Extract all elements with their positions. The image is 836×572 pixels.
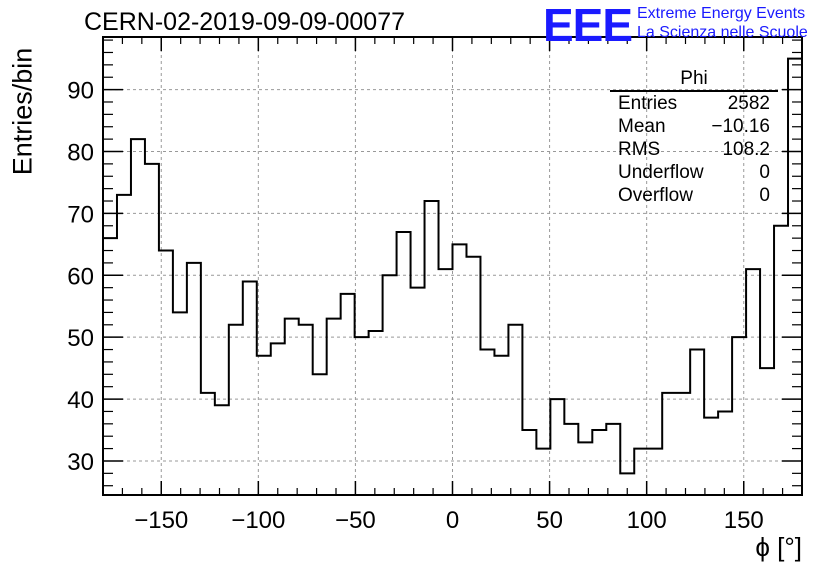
x-tick-label: −100 — [231, 507, 285, 534]
stats-row-underflow: Underflow 0 — [610, 161, 778, 184]
x-tick-label: 150 — [724, 507, 764, 534]
y-tick-label: 40 — [67, 387, 94, 414]
x-tick-label: 0 — [446, 507, 459, 534]
y-tick-label: 90 — [67, 78, 94, 105]
axis-ticks: −150 −100 −50 0 50 100 150 30 40 50 60 70 80 90 — [67, 37, 802, 534]
eee-logo: EEE — [543, 0, 633, 51]
y-axis-label: Entries/bin — [7, 47, 38, 176]
y-tick-label: 30 — [67, 449, 94, 476]
stats-value: 0 — [759, 185, 770, 206]
histogram-line — [103, 57, 802, 475]
stats-box: Phi Entries 2582 Mean −10.16 RMS 108.2 U… — [610, 68, 778, 207]
run-title: CERN-02-2019-09-09-00077 — [84, 8, 406, 36]
x-tick-label: −50 — [335, 507, 376, 534]
x-tick-label: 100 — [627, 507, 667, 534]
stats-row-mean: Mean −10.16 — [610, 115, 778, 138]
stats-title: Phi — [610, 68, 778, 92]
stats-label: Overflow — [618, 185, 693, 206]
y-tick-label: 60 — [67, 263, 94, 290]
stats-row-rms: RMS 108.2 — [610, 138, 778, 161]
stats-label: Underflow — [618, 162, 704, 183]
y-tick-label: 80 — [67, 140, 94, 167]
stats-row-entries: Entries 2582 — [610, 92, 778, 115]
stats-value: 2582 — [727, 93, 770, 114]
logo-line-2: La Scienza nelle Scuole — [637, 24, 808, 41]
stats-label: Mean — [618, 116, 666, 137]
x-tick-label: 50 — [536, 507, 563, 534]
logo-line-1: Extreme Energy Events — [637, 5, 806, 22]
stats-label: RMS — [618, 139, 661, 160]
stats-label: Entries — [618, 93, 678, 114]
eee-logo-text: Extreme Energy Events La Scienza nelle S… — [637, 4, 808, 42]
x-tick-label: −150 — [134, 507, 188, 534]
stats-value: 108.2 — [722, 139, 770, 160]
stats-value: 0 — [759, 162, 770, 183]
stats-value: −10.16 — [711, 116, 770, 137]
stats-row-overflow: Overflow 0 — [610, 184, 778, 207]
y-tick-label: 50 — [67, 325, 94, 352]
x-axis-label: ϕ [°] — [755, 532, 802, 562]
y-tick-label: 70 — [67, 201, 94, 228]
